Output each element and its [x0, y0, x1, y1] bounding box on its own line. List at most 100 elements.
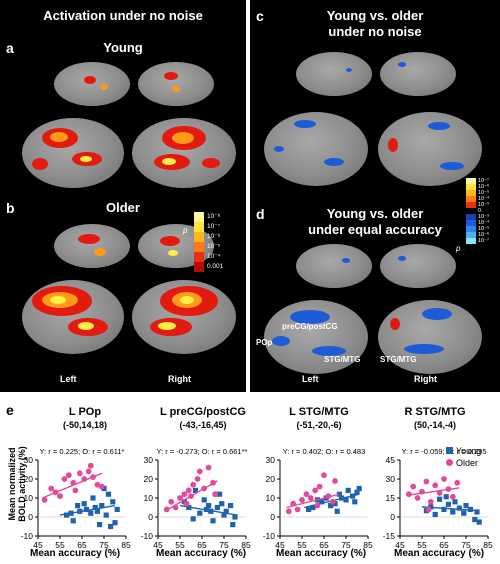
fit-line-older: [42, 472, 103, 499]
data-point-young: [476, 519, 482, 525]
data-point-older: [85, 468, 92, 475]
y-tick-label: 0: [28, 512, 33, 522]
chart-subtitle-3: (-51,-20,-6): [296, 420, 342, 430]
data-point-young: [75, 503, 81, 509]
y-tick-label: 0: [148, 512, 153, 522]
data-point-older: [410, 483, 417, 490]
data-point-young: [345, 487, 351, 493]
brain-medial-right-young: [138, 62, 214, 106]
data-point-young: [103, 512, 109, 518]
panel-label-c: c: [256, 8, 264, 24]
colorbar-b-tick: 10⁻⁶: [207, 233, 221, 240]
hemisphere-label-left-d: Left: [302, 374, 319, 384]
data-point-young: [336, 491, 342, 497]
data-point-young: [328, 503, 334, 509]
data-point-older: [70, 479, 77, 486]
x-axis-label: Mean accuracy (%): [276, 548, 367, 559]
data-point-young: [423, 508, 429, 514]
data-point-young: [197, 510, 203, 516]
data-point-young: [428, 504, 434, 510]
data-point-older: [445, 486, 452, 493]
brain-medial-right-d: [380, 244, 456, 288]
data-point-older: [290, 500, 297, 507]
data-point-older: [312, 487, 319, 494]
y-tick-label: 0: [390, 512, 395, 522]
region-label-stg-left: STG/MTG: [324, 355, 361, 364]
data-point-older: [94, 481, 101, 488]
legend-marker-older: [446, 459, 453, 466]
data-point-young: [64, 512, 70, 518]
data-point-older: [423, 478, 430, 485]
data-point-older: [87, 462, 94, 469]
data-point-young: [190, 516, 196, 522]
colorbar-d-tick: 0: [478, 208, 482, 214]
data-point-young: [456, 505, 462, 511]
data-point-young: [350, 493, 356, 499]
legend-label-young: Young: [456, 446, 482, 456]
data-point-young: [206, 503, 212, 509]
colorbar-b-labels: 10⁻⁸ 10⁻⁷ 10⁻⁶ 10⁻⁵ 10⁻⁴ 0.001: [207, 212, 223, 272]
brain-lateral-right-c: [378, 112, 482, 186]
data-point-young: [217, 491, 223, 497]
y-axis-label-line1: Mean normalized: [7, 447, 17, 521]
data-point-older: [185, 487, 192, 494]
brain-medial-left-d: [296, 244, 372, 288]
brain-medial-right-c: [380, 52, 456, 96]
data-point-young: [356, 485, 362, 492]
y-tick-label: -10: [21, 531, 34, 541]
colorbar-b-tick: 10⁻⁴: [207, 253, 221, 260]
data-point-older: [427, 498, 434, 505]
colorbar-b-tick: 10⁻⁸: [207, 213, 221, 220]
data-point-older: [188, 493, 194, 499]
data-point-older: [172, 504, 179, 511]
data-point-young: [210, 518, 216, 524]
data-point-young: [68, 510, 74, 516]
x-axis-label: Mean accuracy (%): [394, 548, 485, 559]
colorbar-d-tick: 10⁻⁵: [478, 226, 490, 232]
data-point-older: [432, 482, 439, 489]
colorbar-p-symbol-b: p: [183, 226, 188, 235]
data-point-older: [41, 497, 48, 503]
hemisphere-label-right: Right: [168, 374, 191, 384]
data-point-older: [436, 490, 443, 496]
data-point-young: [112, 520, 118, 526]
data-point-older: [194, 476, 201, 482]
data-point-older: [285, 508, 292, 515]
y-tick-label: 30: [266, 455, 276, 465]
data-point-older: [314, 502, 321, 509]
data-point-older: [329, 498, 336, 505]
data-point-young: [474, 509, 480, 515]
data-point-young: [472, 516, 478, 523]
panel-title-c-line2: under no noise: [328, 24, 422, 39]
data-point-young: [101, 485, 107, 492]
y-tick-label: 20: [266, 474, 276, 484]
brain-medial-left-c: [296, 52, 372, 96]
chart-title-1: L POp: [68, 406, 102, 418]
data-point-young: [319, 499, 325, 505]
data-point-young: [352, 499, 358, 505]
region-label-precg: preCG/postCG: [282, 322, 338, 331]
fit-line-young: [179, 504, 238, 516]
data-point-older: [303, 491, 310, 498]
fit-line-older: [406, 487, 460, 497]
chart-stats: Y: r = 0.402; O: r = 0.483: [283, 447, 366, 456]
data-point-young: [334, 508, 340, 514]
data-point-young: [314, 497, 320, 503]
data-point-young: [232, 514, 238, 520]
y-tick-label: -15: [383, 531, 396, 541]
x-tick-label: 85: [483, 540, 493, 550]
chart-stats: Y: r = -0.273; O: r = 0.661**: [157, 447, 248, 456]
colorbar-d: [466, 178, 476, 244]
data-point-young: [323, 495, 329, 501]
data-point-young: [452, 499, 458, 505]
brain-lateral-left-young: [22, 118, 124, 188]
colorbar-b-tick: 10⁻⁵: [207, 243, 221, 250]
data-point-older: [48, 485, 55, 492]
data-point-young: [339, 495, 345, 501]
data-point-older: [205, 464, 212, 471]
group-label-young: Young: [103, 40, 143, 55]
colorbar-d-tick: 10⁻⁷: [478, 238, 490, 244]
data-point-older: [163, 506, 170, 513]
data-point-young: [88, 510, 94, 516]
data-point-older: [168, 498, 175, 505]
